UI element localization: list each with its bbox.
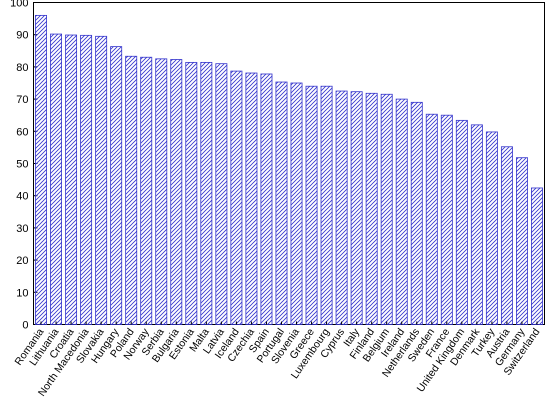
bar-turkey xyxy=(485,131,498,325)
y-tick-label: 10 xyxy=(16,287,28,299)
y-tick-label: 70 xyxy=(16,94,28,106)
bar-croatia xyxy=(65,34,78,325)
bar-italy xyxy=(350,91,363,325)
bar-slovenia xyxy=(290,82,303,325)
bar-cyprus xyxy=(335,90,348,325)
bar-france xyxy=(440,114,453,325)
bar-hungary xyxy=(110,46,123,325)
bar-greece xyxy=(305,85,318,325)
bar-spain xyxy=(260,73,273,325)
bar-latvia xyxy=(215,63,228,325)
bar-ireland xyxy=(395,98,408,325)
bar-iceland xyxy=(230,70,243,325)
bar-sweden xyxy=(425,113,438,325)
bar-lithuania xyxy=(50,33,62,325)
bar-united-kingdom xyxy=(455,119,468,325)
bar-slovakia xyxy=(95,35,108,325)
y-tick-label: 100 xyxy=(10,0,28,10)
bar-romania xyxy=(35,14,47,325)
y-tick-label: 60 xyxy=(16,126,28,138)
bar-czechia xyxy=(245,72,258,325)
bar-serbia xyxy=(155,58,168,325)
bar-poland xyxy=(125,55,138,325)
y-tick-label: 40 xyxy=(16,191,28,203)
bar-portugal xyxy=(275,81,288,325)
bar-belgium xyxy=(380,93,393,325)
y-tick-label: 0 xyxy=(22,320,28,332)
y-tick-label: 80 xyxy=(16,62,28,74)
bar-malta xyxy=(200,61,213,325)
bar-austria xyxy=(500,146,513,325)
y-tick-label: 90 xyxy=(16,30,28,42)
bar-norway xyxy=(140,56,153,325)
bar-luxembourg xyxy=(320,85,333,325)
bar-estonia xyxy=(185,61,198,325)
bar-finland xyxy=(365,92,378,325)
plot-frame xyxy=(33,2,545,325)
bar-netherlands xyxy=(410,101,423,325)
y-tick-label: 20 xyxy=(16,255,28,267)
bar-bulgaria xyxy=(170,59,183,325)
y-tick-label: 50 xyxy=(16,159,28,171)
bar-north-macedonia xyxy=(80,34,93,325)
bar-germany xyxy=(516,157,528,325)
bars-group xyxy=(35,14,543,325)
bar-switzerland xyxy=(531,187,543,325)
y-tick-label: 30 xyxy=(16,223,28,235)
bar-denmark xyxy=(470,124,483,325)
